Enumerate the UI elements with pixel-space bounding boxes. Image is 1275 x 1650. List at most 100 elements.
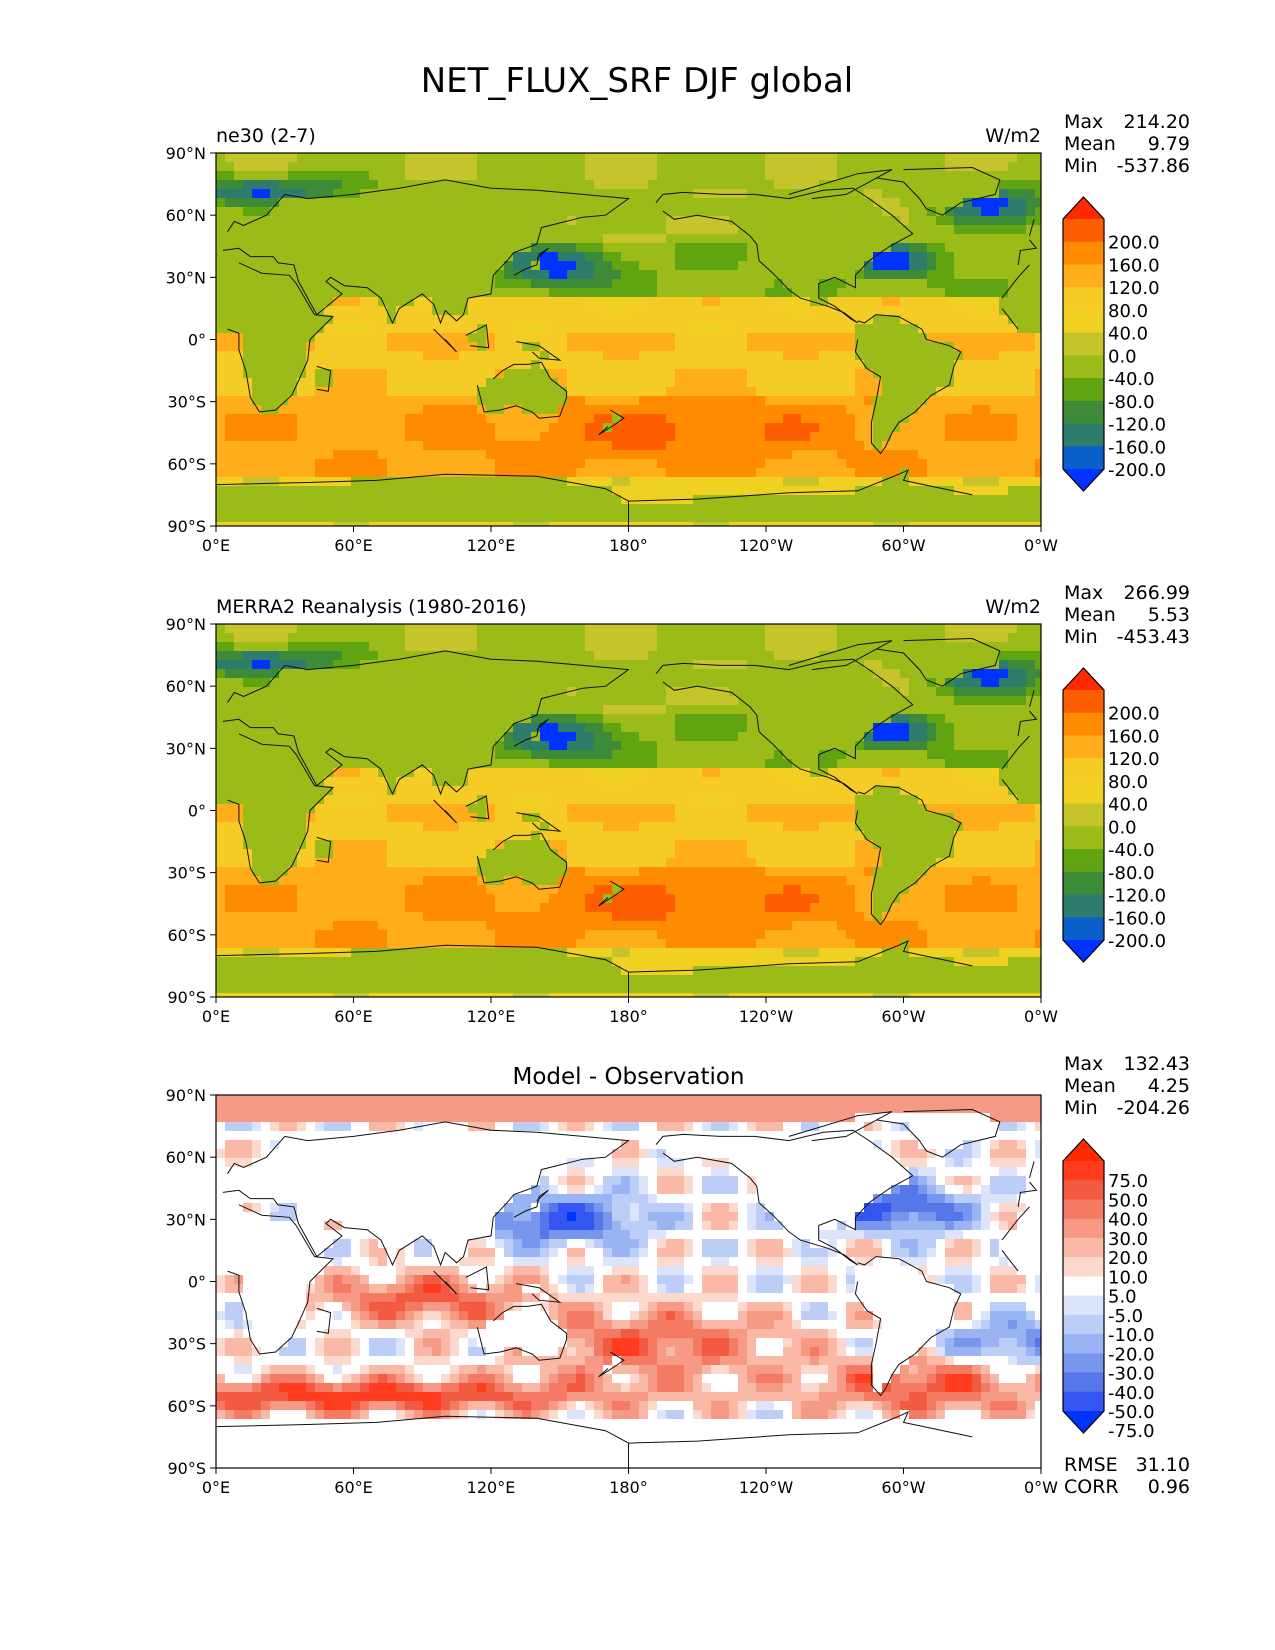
colorbar-extend-max: [1063, 1139, 1104, 1161]
colorbar: 75.050.040.030.020.010.05.0-5.0-10.0-20.…: [1062, 1138, 1155, 1442]
stat-value: 31.10: [1136, 1454, 1190, 1476]
x-tick-label: 60°W: [881, 536, 925, 555]
colorbar-tick-label: -30.0: [1108, 1364, 1155, 1385]
colorbar-tick-label: -75.0: [1108, 1421, 1155, 1442]
colorbar: 200.0160.0120.080.040.00.0-40.0-80.0-120…: [1062, 667, 1166, 963]
colorbar-segment: [1063, 690, 1104, 714]
colorbar-segment: [1063, 332, 1104, 356]
y-tick-label: 30°N: [166, 1210, 206, 1229]
colorbar-segment: [1063, 309, 1104, 334]
stat-value: -204.26: [1117, 1097, 1190, 1119]
colorbar-tick-label: -120.0: [1108, 415, 1166, 436]
colorbar-segment: [1063, 1180, 1104, 1201]
x-tick-label: 180°: [609, 1007, 648, 1026]
colorbar-segment: [1063, 917, 1104, 941]
y-tick-label: 60°S: [167, 455, 206, 474]
y-tick-label: 60°N: [166, 206, 206, 225]
colorbar-segment: [1063, 423, 1104, 447]
x-tick-label: 120°E: [467, 536, 516, 555]
x-tick-label: 120°W: [739, 1478, 794, 1497]
colorbar: 200.0160.0120.080.040.00.0-40.0-80.0-120…: [1062, 196, 1166, 492]
x-tick-label: 180°: [609, 536, 648, 555]
stat-label: RMSE: [1064, 1454, 1118, 1476]
map-field: [216, 1095, 1041, 1468]
colorbar-tick-label: 40.0: [1108, 795, 1148, 816]
colorbar-tick-label: -120.0: [1108, 886, 1166, 907]
stat-value: -453.43: [1117, 626, 1190, 648]
figure-title: NET_FLUX_SRF DJF global: [421, 61, 854, 101]
y-tick-label: 90°N: [166, 144, 206, 163]
colorbar-outline: [1062, 196, 1105, 492]
stat-label: Max: [1064, 111, 1103, 133]
stat-value: 5.53: [1148, 604, 1190, 626]
colorbar-segment: [1063, 758, 1104, 782]
colorbar-tick-label: -50.0: [1108, 1402, 1155, 1423]
colorbar-segment: [1063, 241, 1104, 266]
colorbar-segment: [1063, 780, 1104, 805]
stat-value: 0.96: [1148, 1476, 1190, 1498]
panel-title-left: MERRA2 Reanalysis (1980-2016): [216, 596, 527, 618]
colorbar-tick-label: 160.0: [1108, 726, 1160, 747]
colorbar-segment: [1063, 1237, 1104, 1258]
colorbar-tick-label: 50.0: [1108, 1190, 1148, 1211]
colorbar-tick-label: 160.0: [1108, 255, 1160, 276]
colorbar-tick-label: 20.0: [1108, 1248, 1148, 1269]
colorbar-segment: [1063, 1391, 1104, 1412]
y-tick-label: 60°S: [167, 1397, 206, 1416]
colorbar-tick-label: 80.0: [1108, 301, 1148, 322]
colorbar-segment: [1063, 400, 1104, 425]
y-tick-label: 90°N: [166, 615, 206, 634]
x-tick-label: 60°W: [881, 1007, 925, 1026]
y-tick-label: 30°N: [166, 268, 206, 287]
colorbar-segment: [1063, 1353, 1104, 1374]
colorbar-tick-label: -5.0: [1108, 1306, 1143, 1327]
colorbar-tick-label: -10.0: [1108, 1325, 1155, 1346]
x-tick-label: 120°E: [467, 1478, 516, 1497]
colorbar-tick-label: 0.0: [1108, 817, 1137, 838]
colorbar-tick-label: 200.0: [1108, 704, 1160, 725]
colorbar-segment: [1063, 287, 1104, 311]
stat-label: Min: [1064, 155, 1098, 177]
colorbar-segment: [1063, 803, 1104, 827]
colorbar-segment: [1063, 1257, 1104, 1277]
x-tick-label: 0°W: [1024, 1007, 1058, 1026]
colorbar-segment: [1063, 1334, 1104, 1354]
colorbar-segment: [1063, 1218, 1104, 1239]
x-tick-label: 0°E: [202, 1478, 230, 1497]
colorbar-tick-label: -80.0: [1108, 863, 1155, 884]
map-field: [216, 624, 1041, 997]
colorbar-extend-max: [1063, 668, 1104, 690]
x-tick-label: 120°E: [467, 1007, 516, 1026]
x-tick-label: 60°W: [881, 1478, 925, 1497]
x-tick-label: 0°W: [1024, 536, 1058, 555]
y-tick-label: 0°: [188, 1273, 206, 1292]
colorbar-segment: [1063, 219, 1104, 243]
stat-label: Min: [1064, 1097, 1098, 1119]
colorbar-tick-label: -200.0: [1108, 931, 1166, 952]
stat-label: CORR: [1064, 1476, 1119, 1498]
x-tick-label: 0°W: [1024, 1478, 1058, 1497]
x-tick-label: 60°E: [334, 1478, 372, 1497]
colorbar-outline: [1062, 1138, 1105, 1434]
stat-label: Max: [1064, 1053, 1103, 1075]
colorbar-segment: [1063, 1372, 1104, 1393]
stat-label: Mean: [1064, 1075, 1116, 1097]
colorbar-tick-label: 10.0: [1108, 1267, 1148, 1288]
colorbar-segment: [1063, 1276, 1104, 1297]
y-tick-label: 30°S: [167, 864, 206, 883]
colorbar-segment: [1063, 735, 1104, 759]
stat-label: Min: [1064, 626, 1098, 648]
stat-label: Mean: [1064, 133, 1116, 155]
y-tick-label: 0°: [188, 802, 206, 821]
colorbar-segment: [1063, 894, 1104, 918]
colorbar-segment: [1063, 355, 1104, 379]
colorbar-segment: [1063, 871, 1104, 896]
panel-units: W/m2: [985, 596, 1041, 618]
panel-units: W/m2: [985, 125, 1041, 147]
stat-value: 214.20: [1124, 111, 1190, 133]
map-field: [216, 153, 1041, 526]
colorbar-segment: [1063, 849, 1104, 873]
y-tick-label: 30°S: [167, 393, 206, 412]
colorbar-tick-label: -20.0: [1108, 1344, 1155, 1365]
